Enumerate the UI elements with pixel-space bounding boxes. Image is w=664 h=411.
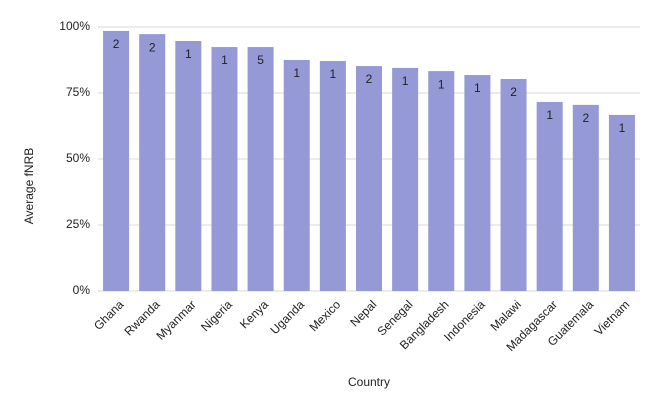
x-tick-label: Mexico [306,297,343,334]
bar [211,47,238,292]
bar-label: 2 [113,37,120,51]
y-tick-label: 100% [59,19,90,33]
bar-label: 1 [221,53,228,67]
bar [103,30,130,292]
bar [572,104,599,291]
bar-label: 1 [185,47,192,61]
bar-label: 5 [257,53,264,67]
bar [247,47,274,292]
y-tick-label: 25% [66,217,90,231]
x-tick-label: Nepal [347,297,379,329]
bar-label: 1 [402,74,409,88]
bar-label: 2 [149,40,156,54]
bar [464,75,491,291]
bar [392,67,419,291]
bar-label: 1 [330,67,337,81]
bar-label: 1 [546,108,553,122]
bar [355,66,383,292]
bar-label: 2 [510,85,517,99]
bar [608,114,635,291]
bar-label: 1 [293,66,300,80]
bar-label: 1 [438,77,445,91]
bar-label: 2 [366,72,373,86]
bar-label: 1 [619,121,626,135]
y-tick-label: 75% [66,85,90,99]
bar [283,60,310,291]
bar [428,71,455,291]
bar [319,61,346,291]
y-tick-label: 0% [73,283,91,297]
x-tick-label: Nigeria [198,297,235,334]
bar [175,40,202,291]
y-axis-title: Average fNRB [22,148,36,224]
bar [500,79,527,292]
bar [139,34,166,292]
bar-label: 1 [474,81,481,95]
bar [536,101,563,291]
y-tick-label: 50% [66,151,90,165]
bar-label: 2 [582,111,589,125]
x-axis-title: Country [348,375,390,389]
x-tick-label: Myanmar [153,297,198,342]
x-tick-label: Kenya [237,297,271,331]
x-tick-label: Uganda [267,297,307,337]
x-tick-label: Vietnam [591,297,632,338]
